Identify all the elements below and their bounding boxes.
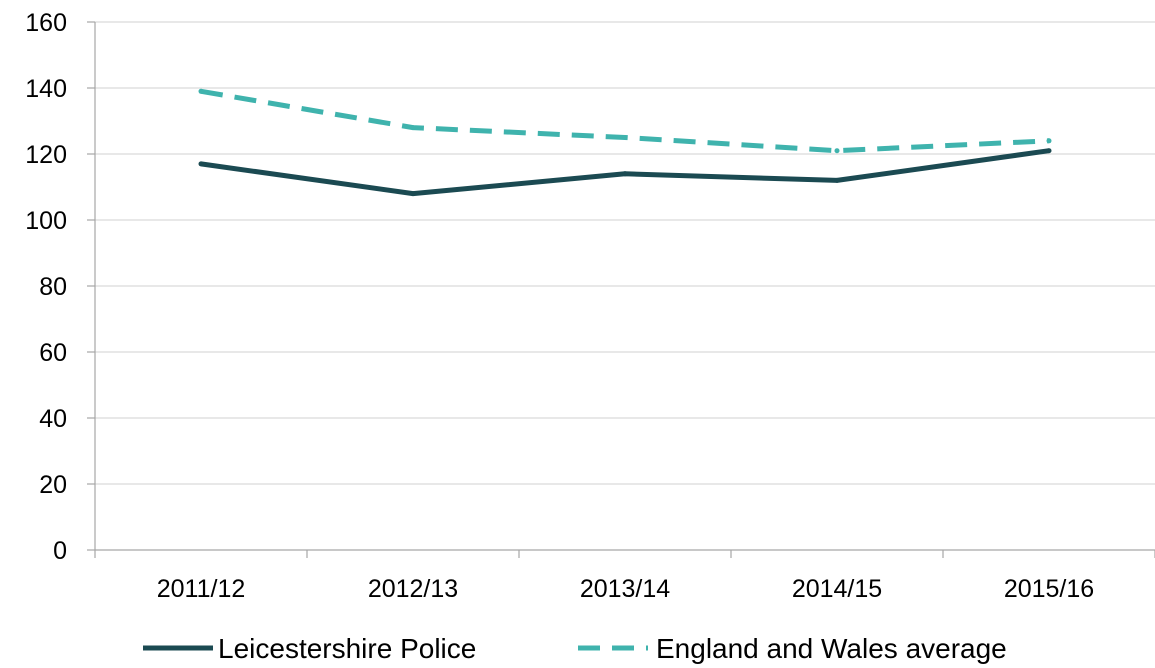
gridlines xyxy=(95,21,1155,485)
x-axis-tick-labels: 2011/12 2012/13 2013/14 2014/15 2015/16 xyxy=(157,575,1094,603)
data-point xyxy=(198,88,204,94)
legend: Leicestershire Police England and Wales a… xyxy=(143,633,1007,664)
y-tick-label: 40 xyxy=(39,405,67,433)
axes xyxy=(87,21,1155,558)
x-tick-label: 2012/13 xyxy=(368,575,458,603)
y-tick-label: 100 xyxy=(25,207,67,235)
y-tick-label: 80 xyxy=(39,273,67,301)
x-tick-label: 2011/12 xyxy=(157,575,246,603)
series-line-england-and-wales-average xyxy=(200,88,1050,154)
legend-label: Leicestershire Police xyxy=(218,633,476,664)
series-lines xyxy=(198,88,1052,197)
y-tick-label: 20 xyxy=(39,471,67,499)
data-point xyxy=(1046,148,1052,154)
data-point xyxy=(1046,138,1052,144)
y-tick-label: 60 xyxy=(39,339,67,367)
y-tick-label: 160 xyxy=(25,9,67,37)
x-tick-label: 2013/14 xyxy=(580,575,670,603)
y-tick-label: 120 xyxy=(25,141,67,169)
data-point xyxy=(834,177,840,183)
data-point xyxy=(410,191,416,197)
data-point xyxy=(622,135,628,140)
y-tick-label: 0 xyxy=(53,537,67,565)
legend-label: England and Wales average xyxy=(656,633,1007,664)
x-tick-label: 2014/15 xyxy=(792,575,882,603)
x-tick-label: 2015/16 xyxy=(1004,575,1094,603)
data-point xyxy=(198,161,204,167)
data-point xyxy=(834,148,840,154)
data-point xyxy=(622,171,628,177)
y-axis-tick-labels: 0 20 40 60 80 100 120 140 160 xyxy=(25,9,67,565)
data-point xyxy=(410,125,416,131)
y-tick-label: 140 xyxy=(25,75,67,103)
